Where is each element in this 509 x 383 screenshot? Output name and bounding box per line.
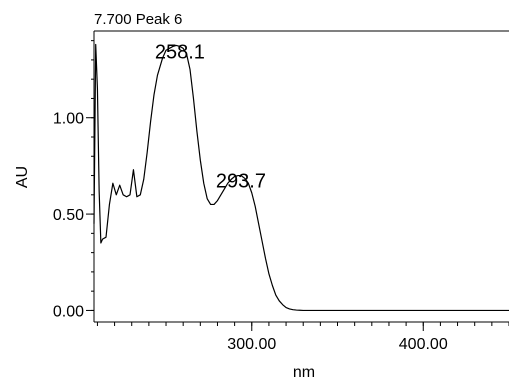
- y-axis-ticks: 0.00 0.50 1.00: [53, 40, 94, 320]
- chart-title: 7.700 Peak 6: [94, 11, 182, 28]
- y-tick-label: 0.00: [53, 303, 84, 320]
- spectrum-series-line: [93, 43, 509, 312]
- x-tick-label: 400.00: [399, 336, 448, 353]
- x-axis-label: nm: [293, 364, 315, 381]
- y-axis-label: AU: [14, 166, 31, 188]
- x-tick-label: 300.00: [227, 336, 276, 353]
- y-tick-label: 1.00: [53, 111, 84, 128]
- series-layer: [93, 43, 509, 312]
- peak-label: 293.7: [216, 171, 266, 193]
- plot-frame: [93, 30, 509, 323]
- x-axis-ticks: 300.00 400.00: [96, 322, 509, 353]
- peak-label: 258.1: [155, 41, 205, 63]
- peak-annotations: 258.1 293.7: [155, 41, 266, 192]
- y-tick-label: 0.50: [53, 207, 84, 224]
